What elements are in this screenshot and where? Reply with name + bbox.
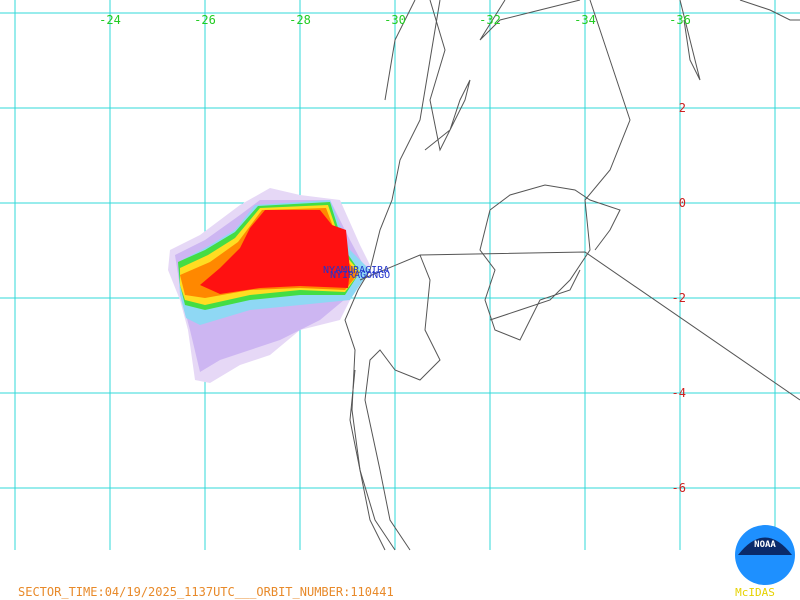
logo-text: NOAA [754, 540, 776, 550]
graticule [0, 0, 800, 550]
longitude-label: -26 [194, 13, 216, 27]
latitude-label: 0 [679, 196, 686, 210]
longitude-label: -30 [384, 13, 406, 27]
latitude-label: 2 [679, 101, 686, 115]
latitude-label: -6 [672, 481, 686, 495]
latitude-label: -2 [672, 291, 686, 305]
longitude-label: -24 [99, 13, 121, 27]
volcano-label: NYIRAGONGO [330, 270, 390, 281]
so2-plume [168, 188, 370, 383]
coastlines [344, 0, 800, 551]
software-label: McIDAS [735, 586, 775, 599]
volcano-label: NYAMURAGIRA [323, 265, 389, 276]
noaa-logo: NOAA [735, 525, 795, 585]
longitude-label: -32 [479, 13, 501, 27]
longitude-label: -28 [289, 13, 311, 27]
footer: SECTOR_TIME:04/19/2025_1137UTC___ORBIT_N… [18, 585, 394, 599]
longitude-label: -36 [669, 13, 691, 27]
latitude-label: -4 [672, 386, 686, 400]
longitude-label: -34 [574, 13, 596, 27]
